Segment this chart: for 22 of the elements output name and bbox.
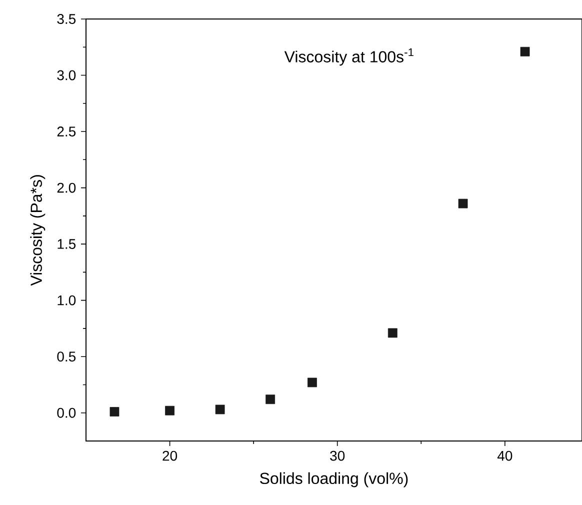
y-tick-label: 2.5 (57, 126, 76, 136)
point (458, 198, 468, 208)
point (520, 46, 530, 56)
point (215, 404, 225, 414)
x-tick-label: 20 (162, 450, 178, 461)
x-tick-label: 40 (497, 450, 512, 461)
point (388, 328, 398, 338)
y-tick-label: 0.0 (57, 408, 76, 418)
point (165, 406, 174, 416)
point (266, 394, 276, 404)
x-tick-label: 30 (330, 450, 345, 461)
point (308, 378, 317, 388)
x-axis-title: Solids loading (vol%) (260, 472, 408, 488)
y-axis-title: Viscosity (Pa*s) (30, 175, 46, 286)
y-tick-label: 2.0 (57, 182, 76, 193)
y-tick-label: 1.0 (58, 295, 76, 306)
y-tick-label: 3.5 (57, 14, 76, 24)
annotation: Viscosity at 100s$^{-1}$ (284, 48, 414, 66)
y-tick-label: 3.0 (57, 70, 76, 80)
y-tick-label: 0.5 (57, 352, 76, 362)
point (110, 407, 120, 416)
y-tick-label: 1.5 (58, 239, 76, 249)
